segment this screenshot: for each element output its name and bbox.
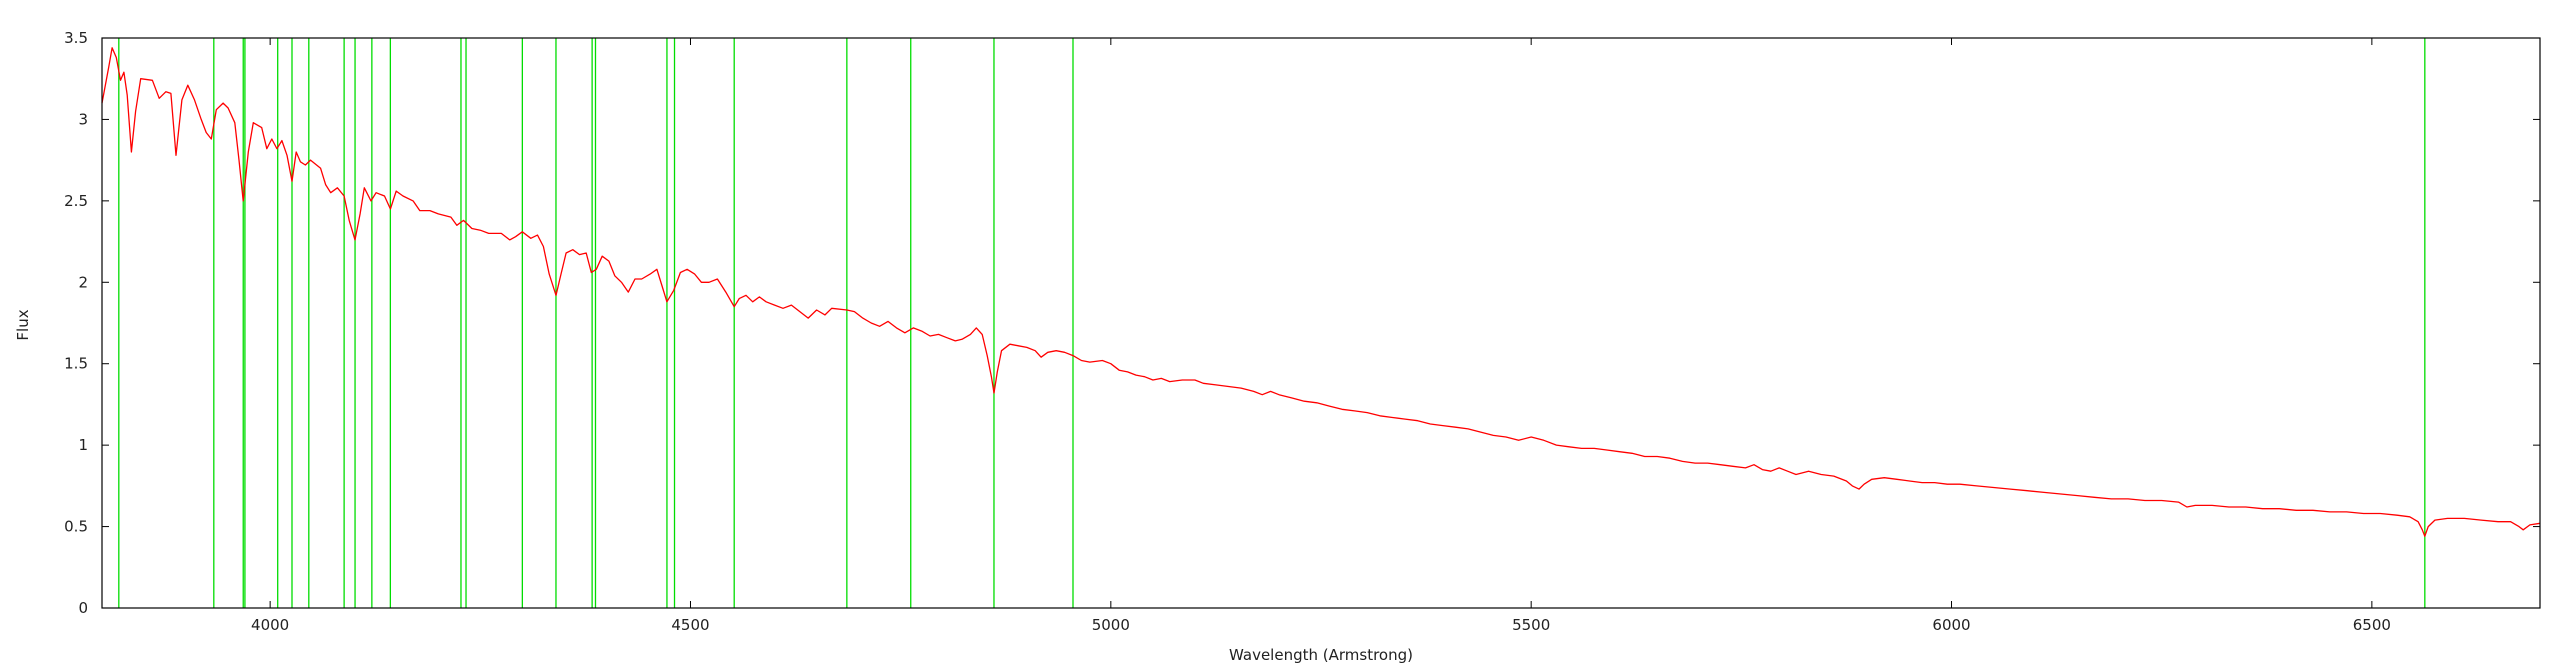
x-tick-label: 6000 [1932,616,1970,634]
plot-frame [101,37,2541,609]
y-tick-label: 1.5 [64,355,88,373]
x-tick-label: 6500 [2353,616,2391,634]
y-tick-label: 1 [78,436,88,454]
spectrum-series-line [101,47,2541,537]
y-tick-label: 3.5 [64,29,88,47]
axes [101,37,2541,609]
y-tick-label: 3 [78,110,88,128]
x-tick-label: 4500 [671,616,709,634]
y-tick-label: 0.5 [64,518,88,536]
ticks: 4000 4500 5000 5500 6000 6500 0 0.5 1 1.5 2 2.5 3 3.5 [64,29,2540,634]
series-layer [101,47,2541,537]
y-tick-label: 2 [78,273,88,291]
x-tick-label: 4000 [251,616,289,634]
y-tick-label: 2.5 [64,192,88,210]
x-axis-label: Wavelength (Armstrong) [1229,646,1413,664]
x-tick-label: 5500 [1512,616,1550,634]
x-tick-label: 5000 [1092,616,1130,634]
y-axis-label: Flux [14,309,32,340]
spectral-line-markers [118,38,2426,608]
y-tick-label: 0 [78,599,88,617]
